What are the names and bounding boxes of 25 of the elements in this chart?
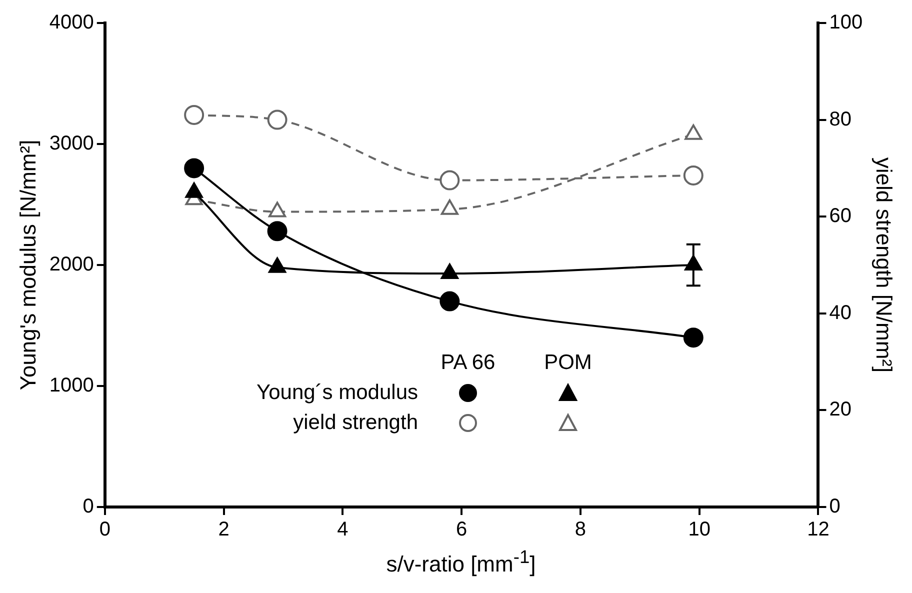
y2-tick-label: 100: [829, 12, 863, 34]
y2-axis-title: yield strength [N/mm²]: [872, 157, 897, 373]
annotation: Young´s modulus: [256, 380, 418, 406]
y2-tick-label: 40: [829, 302, 852, 324]
x-tick-label: 10: [688, 518, 710, 541]
annotation: POM: [544, 350, 592, 376]
y-tick-label: 1000: [49, 374, 94, 397]
x-tick-label: 4: [337, 518, 348, 541]
annotation: yield strength: [293, 410, 418, 436]
y2-tick-label: 80: [829, 108, 852, 130]
y-tick-label: 4000: [49, 12, 94, 34]
x-tick-label: 8: [574, 518, 586, 541]
y2-tick-label: 0: [829, 496, 840, 518]
y-tick-label: 0: [82, 496, 94, 518]
y-axis-title: Young's modulus [N/mm²]: [15, 140, 40, 390]
x-tick-label: 6: [456, 518, 468, 541]
y2-tick-label: 20: [829, 398, 852, 421]
x-tick-label: 12: [807, 518, 830, 541]
x-tick-label: 0: [99, 518, 110, 541]
y-tick-label: 3000: [49, 132, 94, 155]
annotation: PA 66: [440, 350, 496, 376]
x-tick-label: 2: [218, 518, 230, 541]
x-axis-title: s/v-ratio [mm$^{-1}$]: [385, 546, 537, 578]
y-tick-label: 2000: [49, 254, 94, 276]
y2-tick-label: 60: [829, 205, 852, 228]
